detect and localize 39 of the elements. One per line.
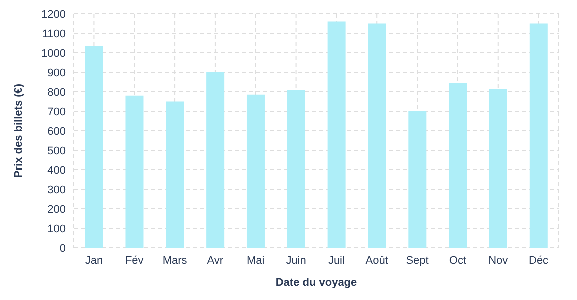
y-tick-label: 800 xyxy=(48,86,66,99)
y-tick-label: 1100 xyxy=(42,28,66,40)
y-tick-label: 900 xyxy=(48,67,66,80)
x-tick-label: Août xyxy=(366,254,388,267)
bar xyxy=(246,94,265,248)
x-tick-label: Juil xyxy=(328,254,345,267)
x-tick-label: Avr xyxy=(207,254,224,267)
y-tick-label: 400 xyxy=(48,164,66,177)
bar xyxy=(368,24,386,248)
bar xyxy=(206,72,225,248)
x-tick-label: Juin xyxy=(286,254,306,267)
bar xyxy=(489,89,508,248)
x-tick-label: Sept xyxy=(406,254,429,267)
bar xyxy=(126,96,144,248)
y-axis-title: Prix des billets (€) xyxy=(12,84,25,178)
y-tick-label: 600 xyxy=(48,126,66,138)
x-tick-label: Fév xyxy=(125,254,144,267)
y-tick-label: 1200 xyxy=(42,8,66,21)
x-tick-label: Mars xyxy=(162,254,188,267)
bar xyxy=(530,24,548,248)
x-tick-label: Oct xyxy=(449,254,467,267)
y-tick-label: 700 xyxy=(48,106,66,118)
bar xyxy=(449,83,468,248)
y-tick-label: 1000 xyxy=(42,48,66,60)
bar xyxy=(85,46,104,248)
bar xyxy=(287,90,306,248)
x-tick-label: Mai xyxy=(247,254,265,267)
bar xyxy=(408,112,427,248)
y-tick-label: 300 xyxy=(48,184,66,196)
y-tick-label: 500 xyxy=(48,145,66,158)
x-tick-label: Déc xyxy=(529,254,550,267)
x-tick-label: Jan xyxy=(85,254,104,267)
y-tick-label: 200 xyxy=(48,204,66,216)
y-tick-label: 100 xyxy=(48,223,66,236)
x-tick-label: Nov xyxy=(488,254,509,267)
bar xyxy=(166,102,184,248)
bar xyxy=(328,22,346,248)
x-axis-title: Date du voyage xyxy=(276,277,358,289)
y-tick-label: 0 xyxy=(60,242,66,255)
